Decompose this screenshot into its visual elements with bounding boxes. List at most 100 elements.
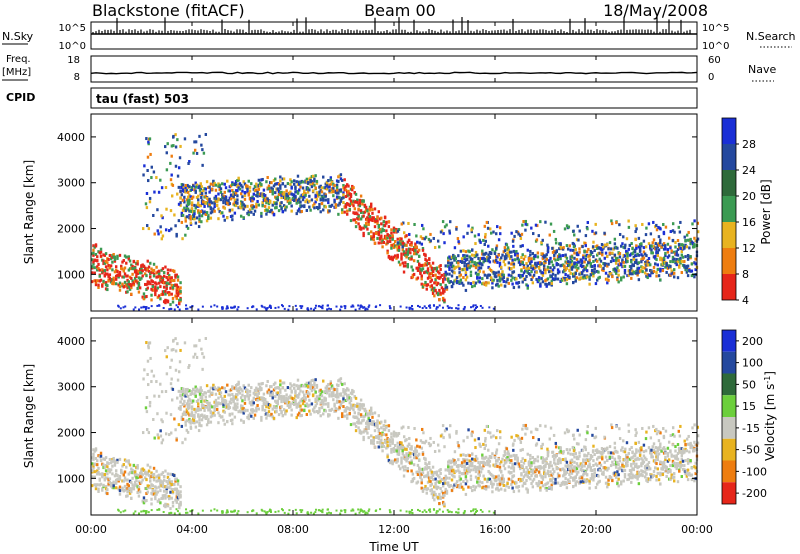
power-cell (381, 245, 384, 249)
velocity-cell (171, 504, 175, 508)
power-cell (417, 254, 421, 258)
velocity-cell (223, 394, 226, 398)
velocity-cell (96, 483, 99, 487)
power-cell (670, 272, 673, 276)
power-cell (502, 279, 505, 283)
velocity-cell (92, 448, 95, 452)
power-cell (223, 182, 226, 186)
velocity-cell (192, 399, 195, 403)
power-cell (385, 234, 388, 238)
power-cell (152, 288, 156, 292)
velocity-cell (335, 389, 339, 393)
power-cell (175, 273, 178, 277)
power-cell (234, 200, 238, 204)
velocity-cell (188, 420, 191, 424)
velocity-cell (92, 457, 95, 461)
power-cell (676, 260, 680, 264)
velocity-cell (415, 470, 418, 474)
power-cell (618, 262, 622, 266)
power-cell (330, 190, 334, 194)
power-cell (535, 264, 538, 268)
power-cell (420, 264, 423, 268)
velocity-cell (353, 404, 356, 408)
power-cell (435, 276, 439, 280)
velocity-cell (168, 478, 171, 482)
velocity-cell (162, 485, 166, 489)
power-cell (407, 247, 411, 251)
power-cell (483, 224, 486, 228)
power-cell (186, 207, 190, 211)
power-cell (162, 290, 166, 294)
power-cell (102, 259, 105, 263)
power-cell (411, 273, 415, 277)
power-cell (570, 263, 574, 267)
velocity-cell (281, 386, 285, 390)
power-cell (190, 207, 194, 211)
power-cell (530, 278, 533, 282)
power-cell (287, 191, 291, 195)
power-cell (512, 265, 516, 269)
velocity-cell (390, 435, 393, 439)
power-cell (224, 199, 228, 203)
power-cell (667, 264, 671, 268)
power-cell (664, 260, 667, 264)
power-cell (356, 216, 359, 220)
power-cell (368, 207, 372, 211)
power-cell (686, 238, 690, 242)
velocity-cell (419, 474, 422, 478)
velocity-cell (414, 455, 417, 459)
power-cell (189, 215, 192, 219)
power-cell (381, 239, 384, 243)
power-cell (192, 217, 195, 221)
velocity-cell (170, 480, 173, 484)
power-cell (357, 217, 360, 221)
power-cell (400, 242, 403, 246)
power-cell (448, 255, 451, 259)
velocity-cell (147, 484, 151, 488)
velocity-cell (337, 395, 340, 399)
velocity-cell (179, 495, 182, 499)
velocity-cell (209, 415, 213, 419)
power-cell (477, 279, 480, 283)
velocity-cell (301, 384, 305, 388)
velocity-cell (315, 409, 319, 413)
power-cell (242, 207, 245, 211)
velocity-cell (290, 384, 293, 388)
power-cell (223, 206, 226, 210)
power-cell (183, 200, 186, 204)
velocity-cell (280, 397, 283, 401)
power-cell (263, 208, 267, 212)
velocity-cell (279, 408, 282, 412)
power-cell (193, 188, 196, 192)
velocity-cell (372, 436, 375, 440)
power-cell (496, 278, 499, 282)
power-cell (150, 271, 153, 275)
power-cell (328, 307, 331, 310)
power-cell (679, 259, 682, 263)
power-cell (598, 251, 601, 255)
power-cell (536, 279, 540, 283)
power-cell (298, 200, 301, 204)
velocity-cell (252, 396, 255, 400)
power-cell (315, 191, 319, 195)
power-cell (679, 256, 682, 260)
power-cell (635, 244, 638, 248)
power-cell (409, 251, 412, 255)
velocity-cell (213, 406, 216, 410)
nave-label: Nave (748, 63, 776, 76)
power-cell (503, 246, 507, 250)
velocity-cell (263, 398, 267, 402)
power-cell (166, 271, 170, 275)
power-cell (505, 280, 508, 284)
velocity-cell (346, 398, 349, 402)
velocity-cell (423, 475, 426, 479)
power-cell (513, 277, 517, 281)
power-cell (662, 256, 666, 260)
velocity-cell (133, 470, 137, 474)
velocity-cell (146, 484, 149, 488)
power-cell (150, 287, 153, 291)
velocity-cell (168, 486, 171, 490)
power-cell (296, 190, 300, 194)
velocity-cell (388, 438, 392, 442)
velocity-cell (123, 470, 127, 474)
